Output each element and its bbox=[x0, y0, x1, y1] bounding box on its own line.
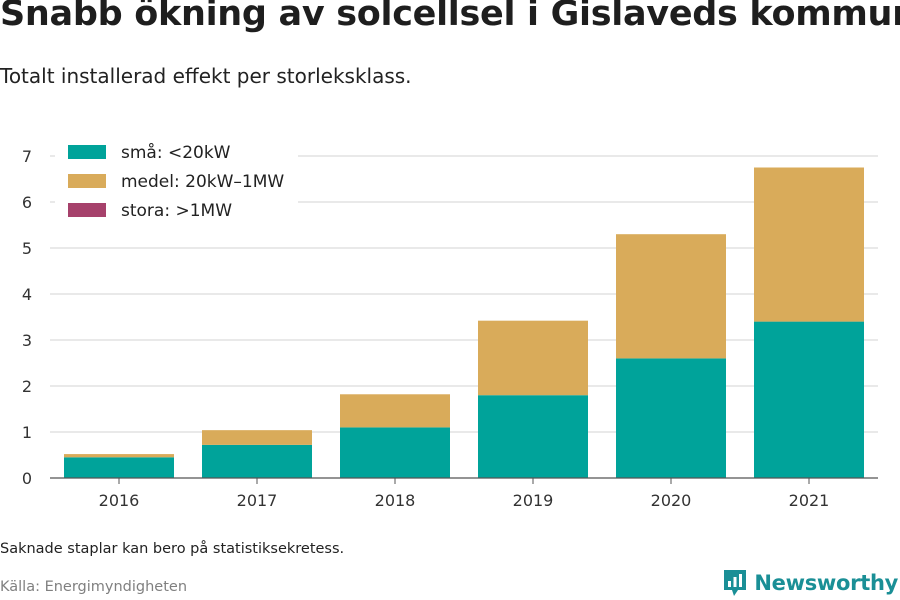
bar-segment bbox=[202, 444, 312, 478]
legend: små: <20kW medel: 20kW–1MW stora: >1MW bbox=[55, 136, 298, 228]
bar-segment bbox=[616, 234, 726, 359]
chart-subtitle: Totalt installerad effekt per storlekskl… bbox=[0, 64, 412, 88]
legend-swatch bbox=[68, 174, 106, 188]
bar-segment bbox=[340, 427, 450, 478]
legend-swatch bbox=[68, 203, 106, 217]
bar-segment bbox=[202, 430, 312, 445]
y-tick-label: 6 bbox=[22, 193, 32, 212]
x-tick-label: 2018 bbox=[375, 491, 416, 510]
y-tick-label: 1 bbox=[22, 423, 32, 442]
bar-segment bbox=[754, 167, 864, 322]
chart-title: Snabb ökning av solcellsel i Gislaveds k… bbox=[0, 0, 900, 34]
bars bbox=[64, 167, 864, 478]
bar-segment bbox=[754, 321, 864, 478]
bar-segment bbox=[64, 454, 174, 458]
y-tick-label: 3 bbox=[22, 331, 32, 350]
legend-swatch bbox=[68, 145, 106, 159]
bar-segment bbox=[478, 320, 588, 396]
newsworthy-logo-icon bbox=[724, 570, 747, 596]
y-tick-label: 2 bbox=[22, 377, 32, 396]
y-tick-label: 0 bbox=[22, 469, 32, 488]
y-tick-label: 7 bbox=[22, 147, 32, 166]
bar-segment bbox=[340, 394, 450, 428]
bar-segment bbox=[64, 457, 174, 478]
legend-label: stora: >1MW bbox=[121, 201, 232, 221]
legend-label: medel: 20kW–1MW bbox=[121, 172, 284, 192]
y-axis-ticks: 0 1 2 3 4 5 6 7 bbox=[22, 147, 32, 488]
brand-name: Newsworthy bbox=[754, 571, 898, 595]
x-tick-label: 2021 bbox=[789, 491, 830, 510]
stacked-bar-chart: 0 1 2 3 4 5 6 7 2016 2017 2018 2019 2020 2021 små: <… bbox=[21, 136, 878, 510]
y-tick-label: 5 bbox=[22, 239, 32, 258]
y-tick-label: 4 bbox=[22, 285, 32, 304]
bar-segment bbox=[478, 395, 588, 478]
brand-logo[interactable]: Newsworthy bbox=[722, 568, 898, 598]
x-tick-label: 2017 bbox=[237, 491, 278, 510]
footnote: Saknade staplar kan bero på statistiksek… bbox=[0, 541, 345, 557]
bar-segment bbox=[616, 358, 726, 478]
source-credit: Källa: Energimyndigheten bbox=[0, 579, 188, 595]
x-tick-label: 2019 bbox=[513, 491, 554, 510]
x-axis: 2016 2017 2018 2019 2020 2021 bbox=[50, 477, 878, 510]
x-tick-label: 2020 bbox=[651, 491, 692, 510]
x-tick-label: 2016 bbox=[99, 491, 140, 510]
legend-label: små: <20kW bbox=[121, 142, 231, 163]
